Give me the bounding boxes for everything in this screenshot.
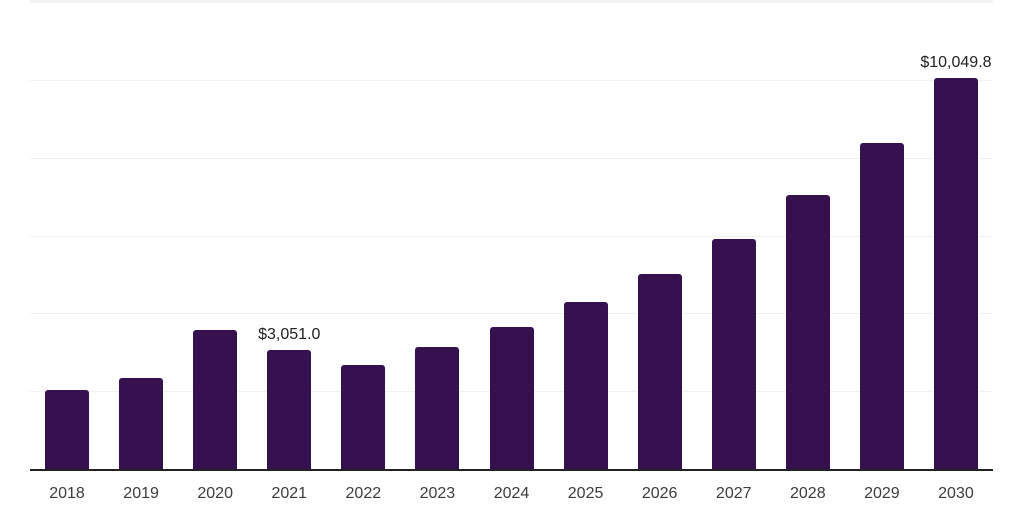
bar-2025 <box>563 302 608 469</box>
bar-2023 <box>415 347 460 469</box>
bar-2024 <box>489 327 534 469</box>
x-tick-label-2023: 2023 <box>419 485 456 502</box>
x-tick-label-2018: 2018 <box>49 485 85 502</box>
bar-2027 <box>711 239 756 469</box>
gridline <box>30 157 993 159</box>
x-tick-label-2024: 2024 <box>493 485 530 502</box>
x-tick-label-2027: 2027 <box>715 485 752 502</box>
gridline <box>30 235 993 237</box>
bar-2018 <box>45 390 90 469</box>
x-tick-label-2020: 2020 <box>197 485 233 502</box>
x-tick-label-2025: 2025 <box>567 485 604 502</box>
data-label-2021: $3,051.0 <box>258 326 321 344</box>
bar-2019 <box>119 377 164 469</box>
bar-2022 <box>341 364 386 469</box>
bar-2021 <box>267 350 312 469</box>
x-tick-label-2022: 2022 <box>345 485 382 502</box>
x-tick-label-2019: 2019 <box>123 485 159 502</box>
x-tick-label-2030: 2030 <box>938 485 974 502</box>
bar-2028 <box>785 194 830 469</box>
x-tick-label-2021: 2021 <box>271 485 308 502</box>
x-tick-label-2026: 2026 <box>641 485 678 502</box>
plot-top-border <box>30 0 993 3</box>
bar-2029 <box>859 142 904 469</box>
bar-2020 <box>193 329 238 469</box>
gridline <box>30 313 993 315</box>
x-axis-line <box>30 469 993 471</box>
bar-2026 <box>637 273 682 469</box>
data-label-2030: $10,049.8 <box>920 53 992 71</box>
gridline <box>30 79 993 81</box>
x-tick-label-2028: 2028 <box>790 485 826 502</box>
bar-2030 <box>933 77 978 469</box>
x-tick-label-2029: 2029 <box>864 485 900 502</box>
